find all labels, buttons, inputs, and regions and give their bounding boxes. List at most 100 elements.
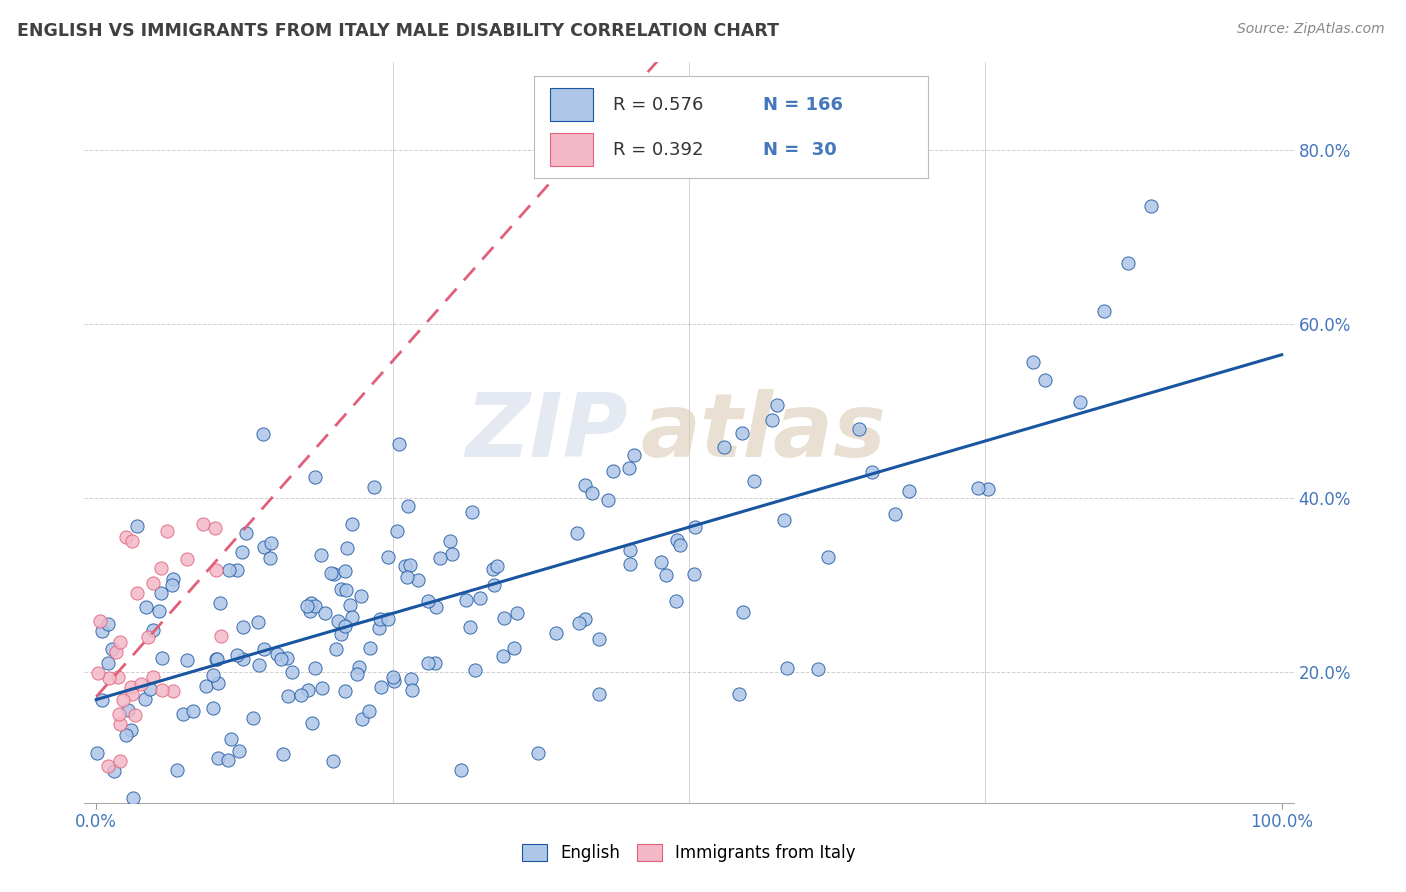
Point [1021, 355, 1043, 369]
Point [91, 692, 114, 706]
Point [252, 540, 274, 554]
Point [418, 656, 440, 670]
Point [617, 461, 640, 475]
Point [655, 568, 678, 582]
Point [807, 662, 830, 676]
Point [111, 692, 134, 706]
Point [228, 744, 250, 758]
Point [527, 746, 550, 760]
Point [290, 688, 312, 702]
Point [143, 828, 166, 842]
Point [377, 612, 399, 626]
Point [333, 684, 356, 698]
Point [87, 665, 110, 680]
Point [176, 551, 198, 566]
Point [281, 665, 304, 679]
Point [208, 596, 231, 610]
Point [322, 566, 344, 581]
Point [304, 661, 326, 675]
Point [117, 703, 139, 717]
Point [619, 542, 641, 557]
Point [401, 682, 423, 697]
Point [977, 482, 1000, 496]
Point [883, 507, 905, 521]
Point [135, 600, 157, 615]
Point [232, 652, 254, 666]
Point [121, 534, 143, 549]
Point [209, 629, 232, 643]
Point [336, 541, 359, 556]
Point [97, 759, 120, 773]
Point [329, 627, 352, 641]
Point [340, 517, 363, 532]
Point [728, 687, 751, 701]
Point [162, 683, 184, 698]
Text: Source: ZipAtlas.com: Source: ZipAtlas.com [1237, 22, 1385, 37]
Point [359, 640, 381, 655]
Point [862, 465, 884, 479]
Point [232, 620, 254, 634]
Point [298, 604, 321, 618]
Point [342, 610, 364, 624]
Point [86, 746, 108, 760]
Point [110, 634, 132, 648]
Point [166, 763, 188, 777]
Point [766, 398, 789, 412]
Point [252, 427, 274, 442]
Point [295, 599, 318, 613]
Point [370, 680, 392, 694]
Point [311, 549, 333, 563]
Point [131, 677, 153, 691]
Point [142, 623, 165, 637]
Point [441, 547, 464, 561]
Point [565, 525, 588, 540]
Point [201, 700, 224, 714]
Point [217, 753, 239, 767]
Point [114, 728, 136, 742]
Point [218, 563, 240, 577]
Point [568, 616, 591, 631]
Point [454, 592, 477, 607]
Point [776, 661, 799, 675]
Point [665, 593, 688, 607]
Point [172, 707, 194, 722]
Point [429, 551, 451, 566]
Point [204, 521, 226, 535]
Point [121, 687, 143, 701]
Point [321, 566, 343, 581]
Point [394, 558, 416, 573]
Point [297, 683, 319, 698]
Point [194, 679, 217, 693]
Point [333, 618, 356, 632]
Point [482, 562, 505, 576]
Point [325, 642, 347, 657]
Point [574, 478, 596, 492]
Point [464, 663, 486, 677]
Point [231, 545, 253, 559]
Point [396, 570, 419, 584]
Point [277, 689, 299, 703]
Point [848, 422, 870, 436]
Point [368, 621, 391, 635]
Point [103, 764, 125, 778]
Point [485, 559, 508, 574]
Point [202, 668, 225, 682]
Point [503, 641, 526, 656]
Point [602, 464, 624, 478]
Point [398, 558, 420, 572]
Point [388, 437, 411, 451]
Point [665, 533, 688, 547]
Point [335, 583, 357, 598]
Point [181, 704, 204, 718]
Point [276, 651, 298, 665]
Point [581, 486, 603, 500]
Point [742, 474, 765, 488]
Point [418, 594, 440, 608]
Point [266, 648, 288, 662]
Point [339, 598, 361, 612]
Point [270, 652, 292, 666]
Point [207, 676, 229, 690]
Point [588, 632, 610, 646]
Point [588, 688, 610, 702]
Point [176, 653, 198, 667]
